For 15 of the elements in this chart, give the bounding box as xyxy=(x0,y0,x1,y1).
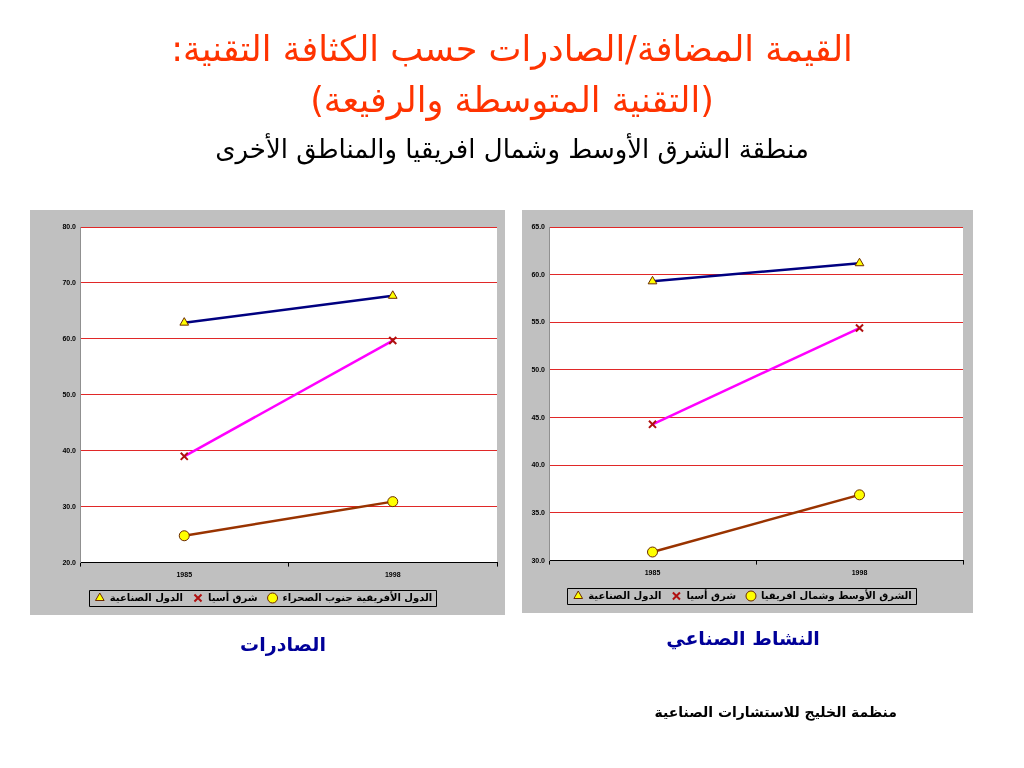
point xyxy=(647,546,658,558)
text: منطقة الشرق الأوسط وشمال افريقيا والمناطق الأخرى xyxy=(214,132,810,167)
legend-label: الشرق الأوسط وشمال افريقيا xyxy=(761,588,912,602)
legend-label: الدول الصناعية xyxy=(588,589,662,602)
text: القيمة المضافة/الصادرات حسب الكثافة التقنية: (التقنية المتوسطة والرفيعة) xyxy=(170,28,854,123)
point xyxy=(387,496,399,508)
text: الصادرات xyxy=(239,633,327,655)
legend-label: شرق أسيا xyxy=(686,588,737,602)
legend-label: الدول الصناعية xyxy=(109,591,183,604)
legend-label: شرق أسيا xyxy=(207,590,258,604)
text: النشاط الصناعي xyxy=(665,627,821,649)
legend-label: الدول الأفريقية جنوب الصحراء xyxy=(282,590,433,604)
point xyxy=(178,530,190,542)
text: منظمة الخليج للاستشارات الصناعية xyxy=(654,704,897,720)
point xyxy=(854,489,865,501)
